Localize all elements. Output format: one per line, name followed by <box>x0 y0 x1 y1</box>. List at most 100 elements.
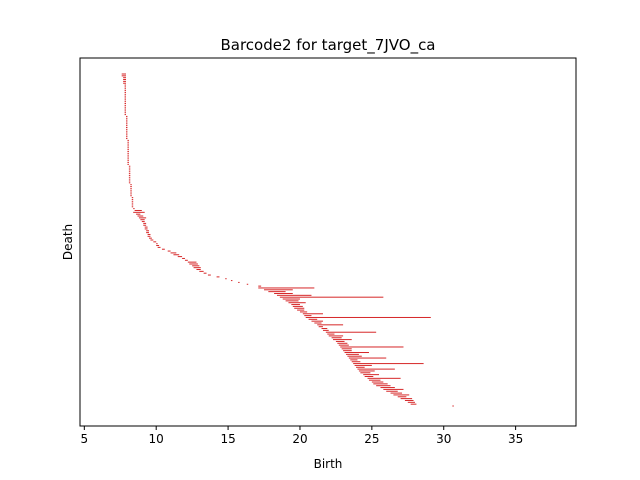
barcode-bar <box>288 302 306 304</box>
barcode-bar <box>144 226 148 228</box>
barcode-bar <box>338 344 349 346</box>
barcode-bar <box>133 211 145 213</box>
barcode-bar <box>390 392 403 394</box>
barcode-bar <box>124 101 127 103</box>
barcode-bar <box>131 198 134 200</box>
barcode-bar <box>131 197 134 199</box>
barcode-bar <box>128 178 131 180</box>
barcode-bar <box>124 99 127 101</box>
barcode-bar <box>126 134 128 136</box>
barcode-bar <box>343 350 352 352</box>
barcode-bar <box>123 77 127 79</box>
barcode-bar <box>131 206 134 208</box>
barcode-bar <box>126 138 128 140</box>
barcode-bar <box>351 361 361 363</box>
barcode-bar <box>126 119 128 121</box>
barcode-bar <box>344 352 369 354</box>
barcode-bar <box>134 209 142 211</box>
barcode-bar <box>121 73 126 75</box>
barcode-bar <box>127 139 129 141</box>
barcode-bar <box>156 245 160 247</box>
barcode-bar <box>133 208 135 210</box>
barcode-bar <box>137 215 144 217</box>
barcode-bar <box>274 292 293 294</box>
barcode-bar <box>258 285 262 287</box>
barcode-bar <box>128 165 131 167</box>
barcode-bar <box>383 388 404 390</box>
barcode-bar <box>325 331 377 333</box>
barcode-bar <box>167 250 171 252</box>
barcode-bar <box>367 377 401 379</box>
barcode-bar <box>354 364 372 366</box>
barcode-bar <box>127 150 129 152</box>
barcode-bar <box>124 110 127 112</box>
barcode-bar <box>292 305 303 307</box>
barcode-bar <box>127 143 129 145</box>
barcode-bar <box>341 348 352 350</box>
barcode-bar <box>328 335 344 337</box>
barcode-bar <box>404 399 414 401</box>
barcode-bar <box>124 88 127 90</box>
x-tick-label: 25 <box>364 432 379 446</box>
barcode-bar <box>364 375 374 377</box>
barcode-bar <box>146 230 150 232</box>
barcode-bar <box>161 248 165 250</box>
x-tick-label: 20 <box>292 432 307 446</box>
barcode-bar <box>140 219 145 221</box>
barcode-bar <box>407 401 415 403</box>
barcode-bar <box>127 152 129 154</box>
barcode-bar <box>333 339 352 341</box>
barcode-bar <box>380 387 395 389</box>
barcode-bar <box>128 167 131 169</box>
barcode-bar <box>368 379 381 381</box>
barcode-bar <box>127 162 129 164</box>
barcode-bar <box>128 174 131 176</box>
barcode-bar <box>131 202 134 204</box>
barcode-bar <box>282 298 300 300</box>
barcode-bar <box>131 204 134 206</box>
x-tick-label: 10 <box>149 432 164 446</box>
barcode-bar <box>146 232 150 234</box>
x-axis-label: Birth <box>314 457 343 471</box>
barcode-bar <box>358 370 375 372</box>
barcode-bar <box>317 324 344 326</box>
barcode-bar <box>356 366 365 368</box>
barcode-bar <box>123 82 127 84</box>
barcode-bar <box>143 224 147 226</box>
bar-layer <box>121 73 454 407</box>
barcode-bar <box>121 75 126 77</box>
barcode-bar <box>322 329 329 331</box>
barcode-bar <box>297 309 305 311</box>
barcode-bar <box>276 294 312 296</box>
barcode-bar <box>340 346 404 348</box>
barcode-bar <box>138 217 147 219</box>
barcode-bar <box>124 114 127 116</box>
barcode-bar <box>124 112 127 114</box>
barcode-bar <box>225 278 227 280</box>
barcode-bar <box>127 149 129 151</box>
barcode-bar <box>246 283 249 285</box>
barcode-bar <box>291 304 300 306</box>
barcode-bar <box>147 233 151 235</box>
barcode-bar <box>128 176 131 178</box>
barcode-bar <box>127 158 129 160</box>
barcode-bar <box>130 195 132 197</box>
barcode-bar <box>335 340 345 342</box>
barcode-bar <box>345 353 359 355</box>
barcode-bar <box>124 91 127 93</box>
barcode-bar <box>348 357 387 359</box>
barcode-bar <box>130 193 132 195</box>
barcode-bar <box>124 84 127 86</box>
barcode-bar <box>130 189 132 191</box>
barcode-bar <box>124 103 127 105</box>
barcode-bar <box>321 328 328 330</box>
barcode-bar <box>187 261 197 263</box>
barcode-bar <box>337 342 348 344</box>
barcode-bar <box>128 180 131 182</box>
barcode-bar <box>376 385 391 387</box>
barcode-bar <box>360 372 371 374</box>
barcode-bar <box>126 128 128 130</box>
barcode-bar <box>393 394 410 396</box>
barcode-bar <box>128 173 131 175</box>
barcode-bar <box>126 117 128 119</box>
